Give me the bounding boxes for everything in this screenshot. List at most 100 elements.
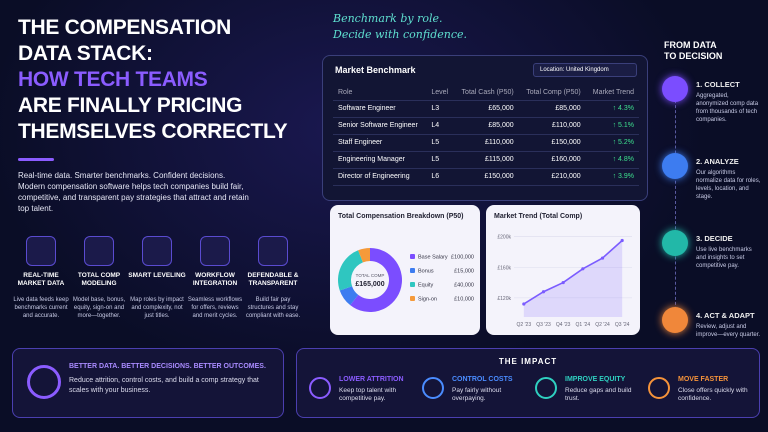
feature-text: Live data feeds keep benchmarks current … <box>13 297 69 319</box>
breakdown-card: Total Compensation Breakdown (P50) Base S… <box>330 205 480 335</box>
x-tick-label: Q4 '23 <box>556 322 571 328</box>
cell-text: Staff Engineer <box>338 139 383 146</box>
table-cell: Staff Engineer <box>333 134 427 152</box>
title-line: DATA STACK: <box>18 42 153 65</box>
table-cell: £85,000 <box>454 117 519 135</box>
column-header: Total Comp (P50) <box>518 86 586 101</box>
x-tick-label: Q3 '24 <box>615 322 630 328</box>
feature-title: REAL-TIME MARKET DATA <box>17 272 65 287</box>
step-text: Use live benchmarks and insights to set … <box>696 247 752 269</box>
line-chart: £120k £160k £200k Q2 '23 Q3 '23 Q4 '23 Q1 '24 Q… <box>497 235 632 328</box>
table-cell: ↑ 5.1% <box>585 117 639 135</box>
step-badge <box>662 307 688 333</box>
cell-text: Director of Engineering <box>338 173 410 180</box>
impact-icon <box>648 377 670 399</box>
trend-point <box>600 256 605 260</box>
step-text: Our algorithms normalize data for roles,… <box>696 170 761 200</box>
table-cell: £110,000 <box>454 134 519 152</box>
callout-title: BETTER DATA. BETTER DECISIONS. BETTER OU… <box>69 363 266 370</box>
header-row: Role Level Total Cash (P50) Total Comp (P50… <box>333 86 639 101</box>
column-header: Level <box>426 86 455 101</box>
description: Modern compensation software helps tech … <box>18 182 249 213</box>
trend-arrow: ↑ <box>612 122 619 129</box>
cell-text: L5 <box>431 156 440 163</box>
title-line: THE COMPENSATION <box>18 16 231 39</box>
legend-value: £40,000 <box>454 283 474 289</box>
table-cell: L6 <box>426 168 455 186</box>
trend-arrow: ↑ <box>612 139 619 146</box>
impact-icon <box>535 377 557 399</box>
steps-title: TO DECISION <box>664 51 723 61</box>
table-cell: £115,000 <box>454 151 519 169</box>
x-tick-label: Q1 '24 <box>576 322 591 328</box>
impact-icon <box>309 377 331 399</box>
title-line: THEMSELVES CORRECTLY <box>18 120 288 143</box>
feature-icon <box>258 236 288 266</box>
step-badge <box>662 76 688 102</box>
table-row: Engineering Manager L5 £115,000 £160,000 ↑ 4… <box>333 151 639 169</box>
step-text: Review, adjust and improve—every quarter… <box>696 324 761 338</box>
title-line: HOW TECH TEAMS <box>18 68 208 91</box>
feature-icon <box>142 236 172 266</box>
legend-value: £10,000 <box>454 297 474 303</box>
feature-text: Seamless workflows for offers, reviews a… <box>187 297 243 319</box>
table-row: Senior Software Engineer L4 £85,000 £110,00… <box>333 117 639 135</box>
card-title: Market Trend (Total Comp) <box>494 213 583 220</box>
cell-text: £150,000 <box>484 173 514 180</box>
table-cell: ↑ 5.2% <box>585 134 639 152</box>
y-tick-label: £160k <box>497 265 511 271</box>
table-cell: L5 <box>426 151 455 169</box>
benchmark-panel: Market Benchmark Location: United Kingdom… <box>322 55 648 201</box>
cell-text: Software Engineer <box>338 105 396 112</box>
cell-text: L5 <box>431 139 440 146</box>
y-tick-label: £120k <box>497 296 511 302</box>
table-cell: £210,000 <box>518 168 586 186</box>
donut-segment <box>358 248 370 263</box>
panel-title: Market Benchmark <box>335 65 416 75</box>
cell-text: £210,000 <box>551 173 581 180</box>
trend-point <box>541 290 546 294</box>
cell-text: £110,000 <box>485 139 514 146</box>
impact-title: THE IMPACT <box>498 357 558 366</box>
impact-item-title: IMPROVE EQUITY <box>565 376 626 383</box>
step-title: 4. ACT & ADAPT <box>696 311 755 320</box>
table-cell: Software Engineer <box>333 100 427 118</box>
table-row: Director of Engineering L6 £150,000 £210,00… <box>333 168 639 186</box>
feature-title: WORKFLOW INTEGRATION <box>192 272 238 287</box>
column-header: Market Trend <box>585 86 639 101</box>
x-tick-label: Q2 '24 <box>595 322 610 328</box>
donut-segment <box>339 286 359 306</box>
step-title: 1. COLLECT <box>696 80 740 89</box>
cell-text: 5.2% <box>618 139 634 146</box>
accent-bar <box>18 158 54 161</box>
benchmark-table: Role Level Total Cash (P50) Total Comp (P50… <box>333 86 639 186</box>
impact-box: THE IMPACT LOWER ATTRITION Keep top talent… <box>296 348 760 418</box>
table-cell: L4 <box>426 117 455 135</box>
legend-swatch <box>410 268 415 273</box>
legend-name: Bonus <box>418 269 434 275</box>
annotation: Decide with confidence. <box>333 28 467 41</box>
step-badge <box>662 230 688 256</box>
cell-text: £115,000 <box>485 156 514 163</box>
trend-arrow: ↑ <box>612 156 619 163</box>
cell-text: Senior Software Engineer <box>338 122 418 129</box>
center-label: TOTAL COMP <box>356 273 385 278</box>
donut-chart: Base Salary £100,000 Bonus £15,000 Equity £40… <box>338 248 474 312</box>
table-cell: ↑ 4.8% <box>585 151 639 169</box>
location-select[interactable]: Location: United Kingdom <box>533 63 637 77</box>
table-row: Software Engineer L3 £65,000 £85,000 ↑ 4.3% <box>333 100 639 118</box>
trend-point <box>522 302 526 306</box>
y-tick-label: £200k <box>497 235 511 241</box>
x-tick-label: Q2 '23 <box>517 322 532 328</box>
cell-text: £160,000 <box>551 156 581 163</box>
title-line: ARE FINALLY PRICING <box>18 94 243 117</box>
cell-text: L6 <box>431 173 440 180</box>
legend-name: Base Salary <box>418 255 448 261</box>
table-cell: ↑ 3.9% <box>585 168 639 186</box>
feature-icon <box>200 236 230 266</box>
cell-text: Engineering Manager <box>338 156 405 163</box>
legend-name: Equity <box>418 283 434 289</box>
cell-text: 5.1% <box>618 122 634 129</box>
donut-segment <box>350 248 402 312</box>
